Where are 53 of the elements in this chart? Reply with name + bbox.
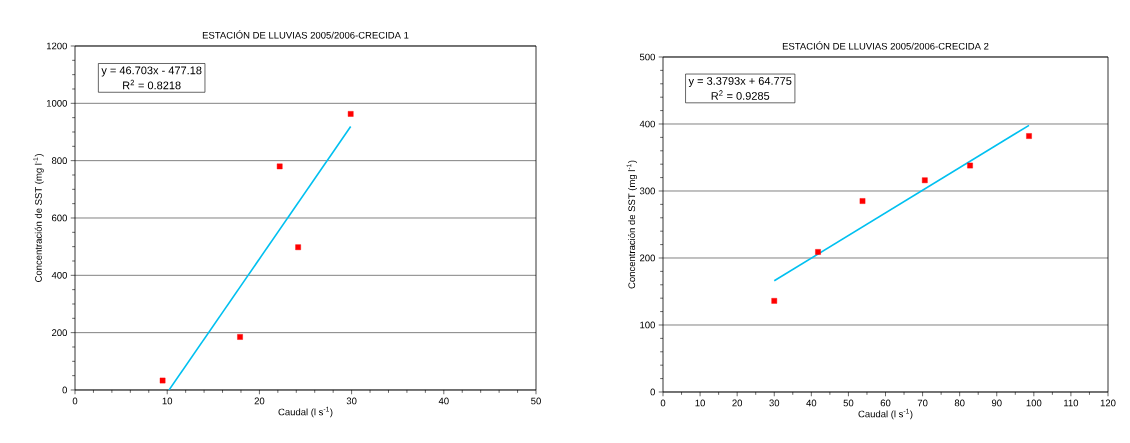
x-tick-label: 50 xyxy=(531,397,541,405)
x-tick-label: 60 xyxy=(880,399,891,407)
annotation: y = 46.703x - 477.18 xyxy=(101,66,202,77)
y-tick-label: 200 xyxy=(52,329,67,337)
point xyxy=(159,377,166,384)
x-tick-label: 40 xyxy=(438,397,449,405)
annotation: R$^{2}$ = 0.8218 xyxy=(123,79,181,90)
x-tick-label: 100 xyxy=(1026,399,1042,407)
y-tick-label: 100 xyxy=(640,321,655,329)
x-tick-label: 0 xyxy=(72,397,78,405)
y-tick-label: 200 xyxy=(639,254,655,262)
annotation: y = 3.3793x + 64.775 xyxy=(688,77,792,87)
x-tick-label: 20 xyxy=(732,399,743,407)
y-tick-label: 400 xyxy=(51,271,67,279)
x-tick-label: 20 xyxy=(254,397,265,405)
x-tick-label: 80 xyxy=(954,399,965,407)
x-axis-title: Caudal (l s$^{-1}$) xyxy=(858,408,913,420)
point xyxy=(771,298,778,304)
x-tick-label: 10 xyxy=(162,397,173,405)
x-tick-label: 30 xyxy=(346,397,357,405)
point xyxy=(295,244,301,251)
x-tick-label: 10 xyxy=(695,399,705,407)
y-tick-label: 0 xyxy=(650,388,655,396)
y-tick-label: 0 xyxy=(62,386,67,394)
chart-title: ESTACIÓN DE LLUVIAS 2005/2006-CRECIDA 1 xyxy=(202,30,409,39)
y-tick-label: 300 xyxy=(639,187,655,195)
x-tick-label: 30 xyxy=(769,399,780,407)
x-tick-label: 120 xyxy=(1100,399,1116,407)
x-tick-label: 110 xyxy=(1064,399,1079,407)
point xyxy=(859,198,866,204)
y-tick-label: 800 xyxy=(51,157,67,165)
x-tick-label: 40 xyxy=(806,399,817,407)
point xyxy=(815,249,821,255)
y-axis-title: Concentración de SST (mg l$^{-1}$) xyxy=(33,154,44,282)
point xyxy=(276,163,283,170)
point xyxy=(237,334,243,340)
y-tick-label: 500 xyxy=(639,53,655,61)
x-axis-title: Caudal (l s$^{-1}$) xyxy=(278,406,333,418)
y-axis-title: Concentración de SST (mg l$^{-1}$) xyxy=(626,160,637,289)
chart-title: ESTACIÓN DE LLUVIAS 2005/2006-CRECIDA 2 xyxy=(782,41,989,50)
y-tick-label: 400 xyxy=(639,120,655,128)
point xyxy=(1026,133,1032,139)
x-tick-label: 90 xyxy=(991,399,1002,407)
x-tick-label: 0 xyxy=(660,399,666,407)
point xyxy=(967,162,973,169)
point xyxy=(922,177,928,184)
point xyxy=(347,111,354,117)
x-tick-label: 70 xyxy=(917,399,928,407)
y-tick-label: 1000 xyxy=(46,99,67,107)
x-tick-label: 50 xyxy=(843,399,854,407)
y-tick-label: 600 xyxy=(52,214,67,222)
y-tick-label: 1200 xyxy=(46,42,67,50)
annotation: R$^{2}$ = 0.9285 xyxy=(711,90,770,100)
